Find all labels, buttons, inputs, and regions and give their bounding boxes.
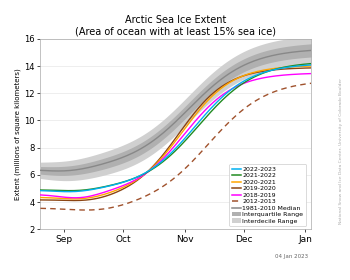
Y-axis label: Extent (millions of square kilometers): Extent (millions of square kilometers) [15, 68, 21, 200]
Title: Arctic Sea Ice Extent
(Area of ocean with at least 15% sea ice): Arctic Sea Ice Extent (Area of ocean wit… [75, 15, 276, 37]
Text: 04 Jan 2023: 04 Jan 2023 [275, 255, 308, 259]
Legend: 2022-2023, 2021-2022, 2020-2021, 2019-2020, 2018-2019, 2012-2013, 1981-2010 Medi: 2022-2023, 2021-2022, 2020-2021, 2019-20… [229, 164, 306, 226]
Text: National Snow and Ice Data Center, University of Colorado Boulder: National Snow and Ice Data Center, Unive… [339, 78, 343, 224]
